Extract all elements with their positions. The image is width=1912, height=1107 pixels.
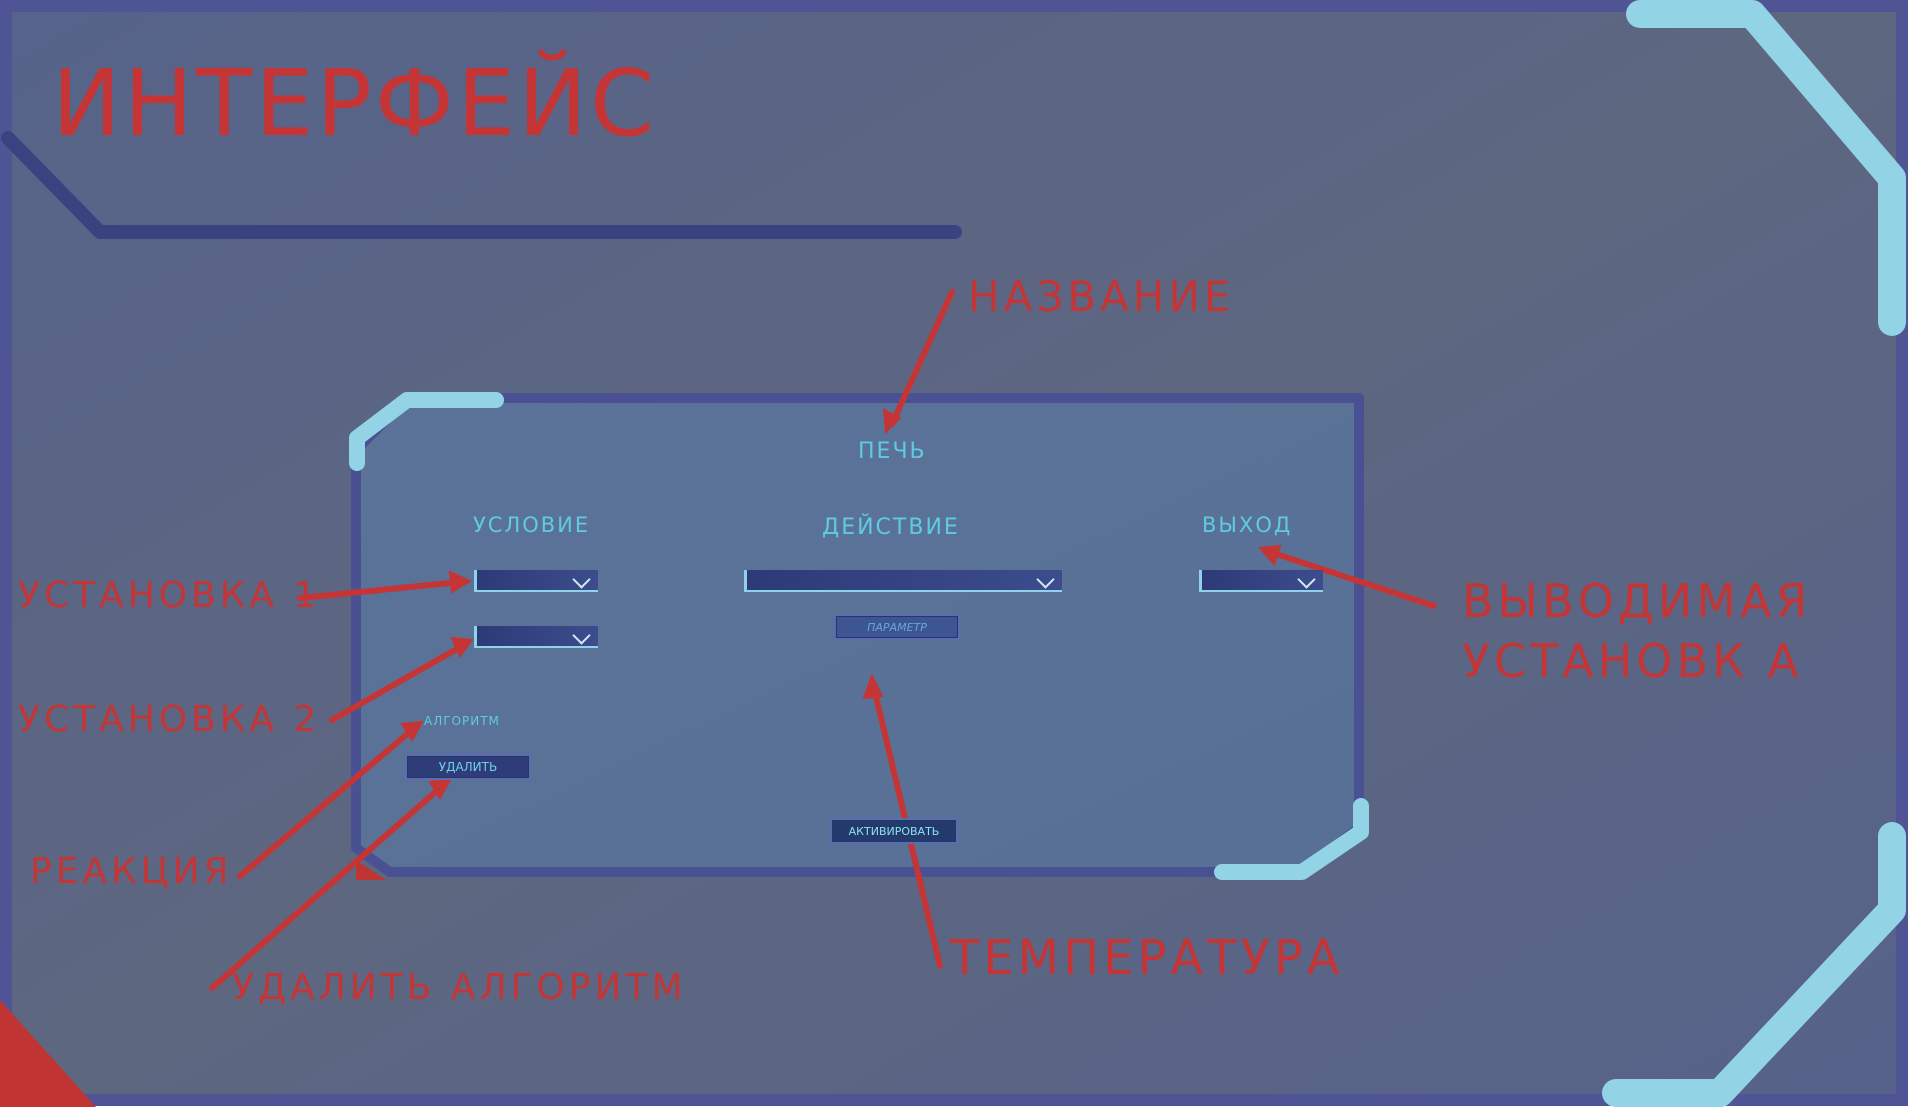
annotation-reaction: РЕАКЦИЯ (30, 851, 233, 892)
page-title: ИНТЕРФЕЙС (52, 50, 658, 157)
arrow-icon (448, 570, 473, 594)
annotation-name: НАЗВАНИЕ (968, 272, 1235, 321)
column-condition-label: УСЛОВИЕ (473, 513, 591, 537)
annotation-output-line-2: УСТАНОВК А (1462, 634, 1803, 688)
annotation-setting-1: УСТАНОВКА 1 (18, 575, 321, 616)
corner-triangle (0, 1000, 96, 1107)
chevron-down-icon (572, 626, 591, 645)
setting-2-dropdown[interactable] (474, 626, 598, 648)
arrow-icon (329, 643, 465, 723)
arrow-icon (428, 778, 452, 800)
panel-name: ПЕЧЬ (858, 439, 927, 464)
setting-1-dropdown[interactable] (474, 570, 598, 592)
panel-bracket-top-left (349, 392, 504, 471)
algorithm-label: АЛГОРИТМ (424, 714, 500, 728)
corner-bracket-bottom-right (1602, 822, 1906, 1107)
arrow-icon (1257, 544, 1282, 566)
panel-bracket-bottom-right (1214, 798, 1369, 880)
activate-button[interactable]: АКТИВИРОВАТЬ (830, 818, 958, 844)
chevron-down-icon (572, 570, 591, 589)
output-dropdown[interactable] (1199, 570, 1323, 592)
arrow-icon (862, 673, 884, 700)
activate-button-label: АКТИВИРОВАТЬ (848, 824, 940, 838)
corner-bracket-top-right (1626, 0, 1906, 336)
arrow-icon (297, 579, 463, 601)
delete-button[interactable]: УДАЛИТЬ (405, 754, 531, 780)
parameter-button[interactable]: ПАРАМЕТР (834, 614, 960, 640)
column-action-label: ДЕЙСТВИЕ (822, 515, 960, 540)
annotation-setting-2: УСТАНОВКА 2 (18, 699, 321, 740)
parameter-button-label: ПАРАМЕТР (867, 620, 927, 634)
chevron-down-icon (1297, 570, 1316, 589)
title-underline (1, 131, 962, 239)
annotation-output-line-1: ВЫВОДИМАЯ (1462, 574, 1812, 628)
arrow-icon (237, 727, 415, 879)
action-dropdown[interactable] (744, 570, 1062, 592)
arrow-icon (400, 720, 424, 742)
arrow-icon (889, 289, 955, 427)
delete-button-label: УДАЛИТЬ (438, 760, 498, 774)
annotation-delete-algorithm: УДАЛИТЬ АЛГОРИТМ (232, 967, 687, 1008)
annotation-temperature: ТЕМПЕРАТУРА (950, 930, 1344, 986)
arrow-icon (450, 636, 474, 658)
arrow-icon (882, 408, 902, 435)
column-output-label: ВЫХОД (1202, 513, 1293, 537)
panel-corner-mark (356, 860, 386, 880)
chevron-down-icon (1036, 570, 1055, 589)
arrow-icon (209, 785, 443, 991)
arrow-icon (1267, 549, 1437, 609)
